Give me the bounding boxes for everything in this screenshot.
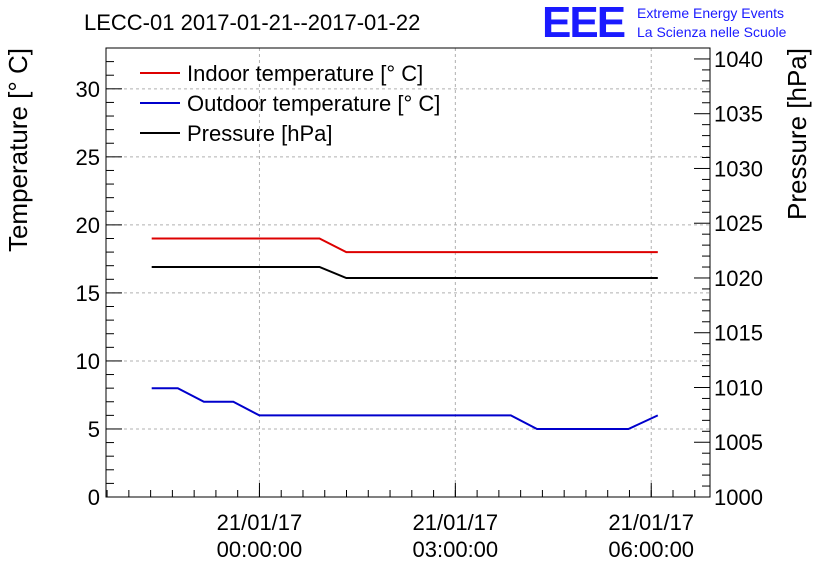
right-tick-label: 1030 — [714, 156, 763, 181]
plot-frame — [105, 47, 711, 498]
legend-label-2: Pressure [hPa] — [187, 121, 333, 146]
legend: Indoor temperature [° C] Outdoor temperat… — [140, 61, 440, 146]
x-tick-label-time: 03:00:00 — [413, 537, 499, 562]
right-tick-label: 1025 — [714, 211, 763, 236]
left-tick-label: 5 — [88, 417, 100, 442]
left-tick-label: 25 — [76, 145, 100, 170]
axes-layer: 21/01/1700:00:0021/01/1703:00:0021/01/17… — [3, 47, 812, 562]
series-line-0 — [151, 237, 658, 254]
right-tick-label: 1040 — [714, 47, 763, 72]
x-tick-label-date: 21/01/17 — [413, 510, 499, 535]
right-tick-label: 1015 — [714, 321, 763, 346]
eee-logo-line1: Extreme Energy Events — [637, 5, 785, 21]
legend-label-0: Indoor temperature [° C] — [187, 61, 423, 86]
left-tick-label: 10 — [76, 349, 100, 374]
x-tick-label-time: 06:00:00 — [608, 537, 694, 562]
series-layer — [151, 237, 659, 430]
x-tick-label-date: 21/01/17 — [608, 510, 694, 535]
left-tick-label: 0 — [88, 485, 100, 510]
series-line-1 — [151, 387, 659, 430]
grid-lines — [106, 48, 710, 497]
eee-logo-line2: La Scienza nelle Scuole — [637, 24, 787, 40]
right-tick-label: 1035 — [714, 102, 763, 127]
left-axis-title: Temperature [° C] — [3, 48, 33, 252]
right-tick-label: 1010 — [714, 375, 763, 400]
right-tick-label: 1005 — [714, 430, 763, 455]
legend-label-1: Outdoor temperature [° C] — [187, 91, 440, 116]
series-line-2 — [151, 266, 658, 279]
eee-logo-mark: EEE — [542, 0, 626, 47]
right-axis-title: Pressure [hPa] — [782, 48, 812, 220]
chart-title: LECC-01 2017-01-21--2017-01-22 — [84, 10, 421, 35]
left-tick-label: 30 — [76, 77, 100, 102]
right-tick-label: 1020 — [714, 266, 763, 291]
left-tick-label: 20 — [76, 213, 100, 238]
eee-logo-text: Extreme Energy Events La Scienza nelle S… — [637, 4, 786, 42]
x-tick-label-time: 00:00:00 — [217, 537, 303, 562]
x-tick-label-date: 21/01/17 — [217, 510, 303, 535]
right-tick-label: 1000 — [714, 485, 763, 510]
left-tick-label: 15 — [76, 281, 100, 306]
